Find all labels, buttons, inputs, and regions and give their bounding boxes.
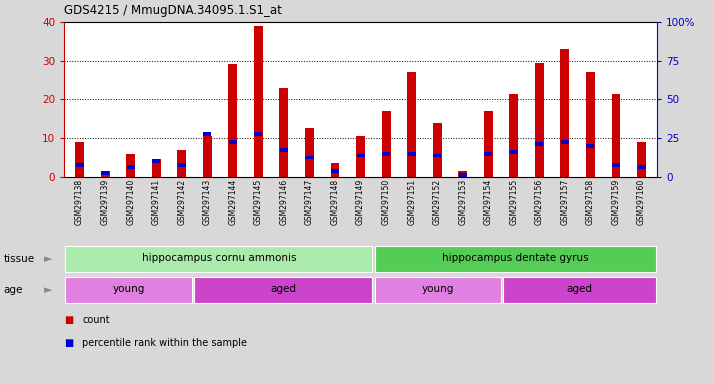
Text: GSM297143: GSM297143	[203, 179, 212, 225]
Bar	[535, 63, 544, 177]
Bar	[306, 156, 313, 159]
Text: aged: aged	[271, 284, 296, 294]
Text: tissue: tissue	[4, 254, 35, 264]
Text: ■: ■	[64, 338, 74, 348]
Bar	[101, 171, 109, 175]
Bar	[305, 128, 314, 177]
Text: GSM297153: GSM297153	[458, 179, 467, 225]
Text: GSM297150: GSM297150	[381, 179, 391, 225]
Bar	[586, 144, 595, 148]
Text: ►: ►	[44, 285, 53, 295]
Text: GSM297146: GSM297146	[279, 179, 288, 225]
Text: GSM297159: GSM297159	[611, 179, 620, 225]
Bar	[152, 159, 161, 177]
Text: GSM297138: GSM297138	[75, 179, 84, 225]
Bar	[152, 159, 160, 163]
Text: hippocampus cornu ammonis: hippocampus cornu ammonis	[141, 253, 296, 263]
Bar	[203, 132, 211, 136]
Text: GSM297152: GSM297152	[433, 179, 442, 225]
Bar	[433, 122, 442, 177]
Text: aged: aged	[567, 284, 593, 294]
Bar	[101, 171, 110, 177]
Bar	[66, 277, 192, 303]
Bar	[375, 277, 501, 303]
Bar	[280, 148, 288, 152]
Bar	[612, 163, 620, 167]
Bar	[178, 163, 186, 167]
Text: GSM297144: GSM297144	[228, 179, 237, 225]
Text: GSM297140: GSM297140	[126, 179, 135, 225]
Bar	[510, 150, 518, 154]
Bar	[177, 150, 186, 177]
Bar	[254, 132, 263, 136]
Bar	[458, 173, 467, 177]
Bar	[503, 277, 655, 303]
Text: GSM297139: GSM297139	[101, 179, 110, 225]
Bar	[356, 154, 365, 157]
Bar	[331, 169, 339, 173]
Bar	[194, 277, 372, 303]
Text: GSM297158: GSM297158	[586, 179, 595, 225]
Text: GSM297151: GSM297151	[407, 179, 416, 225]
Bar	[611, 94, 620, 177]
Text: GSM297149: GSM297149	[356, 179, 365, 225]
Text: count: count	[82, 315, 110, 325]
Bar	[254, 26, 263, 177]
Text: ►: ►	[44, 254, 53, 264]
Bar	[408, 152, 416, 156]
Bar	[375, 246, 655, 272]
Text: GSM297145: GSM297145	[254, 179, 263, 225]
Bar	[637, 142, 646, 177]
Bar	[75, 142, 84, 177]
Bar	[407, 72, 416, 177]
Text: young: young	[113, 284, 145, 294]
Text: GSM297141: GSM297141	[151, 179, 161, 225]
Bar	[228, 65, 237, 177]
Bar	[126, 165, 135, 169]
Bar	[126, 154, 135, 177]
Bar	[66, 246, 372, 272]
Text: GSM297147: GSM297147	[305, 179, 314, 225]
Bar	[203, 136, 212, 177]
Text: GSM297142: GSM297142	[177, 179, 186, 225]
Bar	[484, 111, 493, 177]
Text: GSM297154: GSM297154	[484, 179, 493, 225]
Text: GSM297155: GSM297155	[509, 179, 518, 225]
Bar	[560, 49, 569, 177]
Text: age: age	[4, 285, 23, 295]
Bar	[536, 142, 543, 146]
Bar	[228, 140, 237, 144]
Text: GSM297148: GSM297148	[331, 179, 340, 225]
Bar	[382, 111, 391, 177]
Bar	[279, 88, 288, 177]
Bar	[382, 152, 390, 156]
Text: GSM297157: GSM297157	[560, 179, 570, 225]
Bar	[561, 140, 569, 144]
Text: GSM297160: GSM297160	[637, 179, 646, 225]
Text: hippocampus dentate gyrus: hippocampus dentate gyrus	[442, 253, 588, 263]
Bar	[638, 165, 645, 169]
Text: young: young	[422, 284, 454, 294]
Bar	[331, 163, 339, 177]
Text: GSM297156: GSM297156	[535, 179, 544, 225]
Bar	[433, 154, 441, 157]
Bar	[76, 163, 84, 167]
Bar	[458, 171, 467, 177]
Bar	[586, 72, 595, 177]
Text: percentile rank within the sample: percentile rank within the sample	[82, 338, 247, 348]
Bar	[484, 152, 493, 156]
Text: GDS4215 / MmugDNA.34095.1.S1_at: GDS4215 / MmugDNA.34095.1.S1_at	[64, 4, 282, 17]
Bar	[356, 136, 365, 177]
Bar	[509, 94, 518, 177]
Text: ■: ■	[64, 315, 74, 325]
